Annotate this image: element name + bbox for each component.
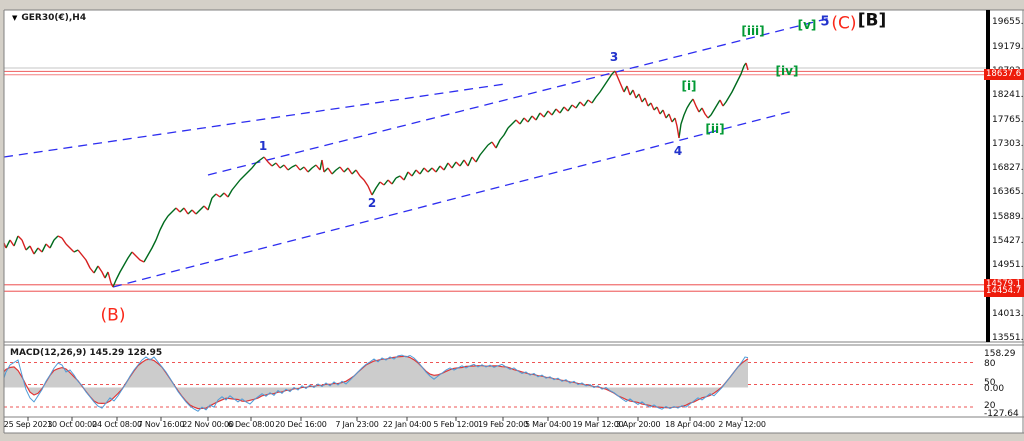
- symbol-title-label: GER30(€),H4: [21, 13, 87, 23]
- macd-indicator-values: 145.29 128.95: [89, 348, 163, 358]
- macd-indicator-label: MACD(12,26,9): [10, 348, 87, 358]
- macd-indicator-title: MACD(12,26,9) 145.29 128.95: [10, 348, 162, 358]
- dropdown-icon[interactable]: ▼: [12, 14, 18, 22]
- symbol-title: ▼ GER30(€),H4: [12, 13, 86, 23]
